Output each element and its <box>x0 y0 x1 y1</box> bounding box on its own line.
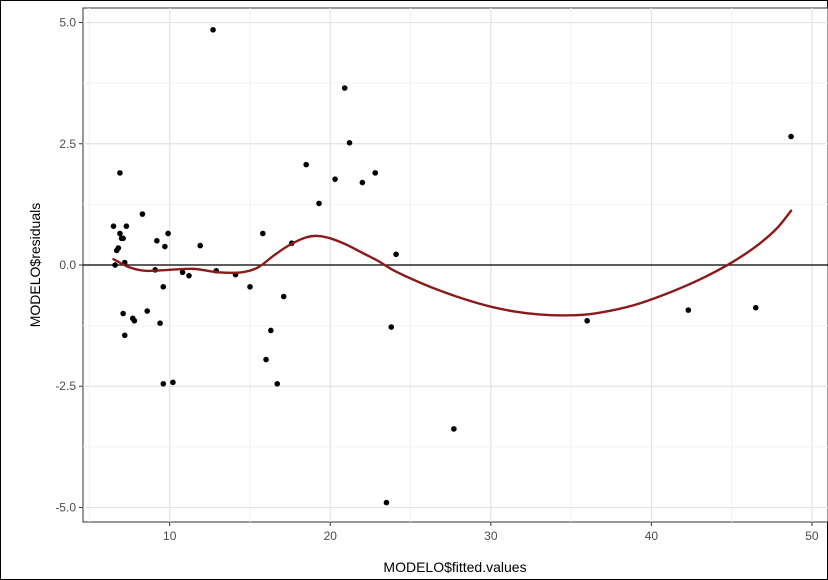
data-point <box>383 499 390 506</box>
x-tick-label: 30 <box>484 529 498 543</box>
y-axis-ticks: 5.0 2.5 0.0 -2.5 -5.0 <box>55 16 83 514</box>
smooth-curve <box>112 209 793 317</box>
data-point <box>388 324 395 330</box>
y-tick-label: 5.0 <box>59 16 76 30</box>
data-point <box>260 230 266 237</box>
x-axis-title: MODELO$fitted.values <box>383 559 526 575</box>
data-point <box>210 27 216 33</box>
data-point <box>372 170 379 176</box>
x-axis-ticks: 10 20 30 40 50 <box>163 522 819 543</box>
data-point <box>162 243 168 250</box>
data-point <box>129 315 136 322</box>
data-point <box>316 200 322 207</box>
data-point <box>186 272 192 279</box>
x-tick-label: 40 <box>645 529 659 543</box>
y-tick-label: 0.0 <box>59 258 76 272</box>
data-point <box>121 332 128 339</box>
y-tick-label: -2.5 <box>55 379 76 393</box>
data-point <box>341 85 348 91</box>
data-point <box>139 211 146 217</box>
data-point <box>247 284 253 290</box>
data-point <box>120 310 126 317</box>
data-point <box>451 426 457 432</box>
data-point <box>154 237 160 244</box>
data-point <box>280 293 287 300</box>
y-axis-title: MODELO$residuals <box>27 203 43 328</box>
data-point <box>115 245 122 251</box>
x-tick-label: 50 <box>805 529 819 543</box>
residual-points <box>110 27 794 506</box>
data-point <box>263 356 269 363</box>
data-point <box>112 262 118 268</box>
data-point <box>359 179 366 186</box>
data-point <box>165 230 171 237</box>
data-point <box>584 317 590 324</box>
data-point <box>123 223 130 230</box>
y-tick-label: -5.0 <box>55 500 76 514</box>
data-point <box>179 269 186 276</box>
data-point <box>157 320 163 326</box>
data-point <box>160 381 167 387</box>
data-point <box>144 308 151 314</box>
data-point <box>110 223 117 230</box>
data-point <box>752 304 759 311</box>
data-point <box>274 381 281 387</box>
data-point <box>268 327 274 334</box>
data-point <box>393 251 399 258</box>
data-point <box>332 176 338 182</box>
data-point <box>197 242 204 249</box>
data-point <box>117 170 123 176</box>
x-tick-label: 10 <box>163 529 177 543</box>
data-point <box>788 133 794 140</box>
data-point <box>170 379 176 386</box>
data-point <box>346 140 353 146</box>
data-point <box>685 307 692 313</box>
x-tick-label: 20 <box>324 529 338 543</box>
data-point <box>117 230 123 237</box>
data-point <box>120 235 126 242</box>
y-tick-label: 2.5 <box>59 137 76 151</box>
data-point <box>160 284 167 290</box>
data-point <box>303 161 309 168</box>
